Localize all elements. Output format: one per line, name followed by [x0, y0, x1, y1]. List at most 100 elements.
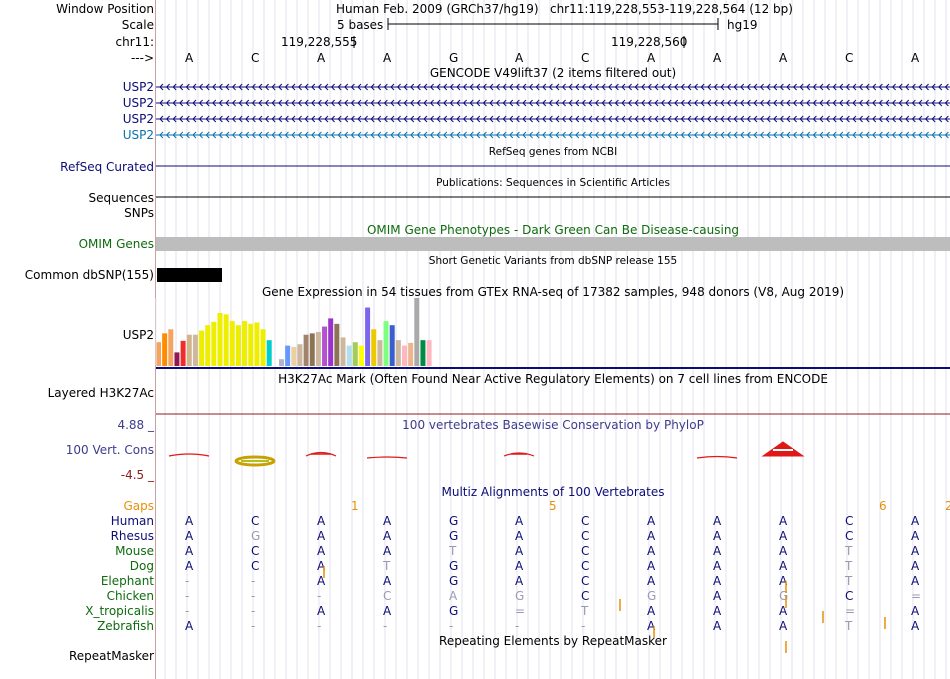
gtex-bar-3[interactable] [168, 329, 174, 366]
species-label-mouse[interactable]: Mouse [115, 544, 154, 558]
multiz-title: Multiz Alignments of 100 Vertebrates [441, 485, 665, 499]
gtex-bar-24[interactable] [297, 344, 303, 366]
gtex-bar-17[interactable] [254, 322, 260, 366]
gtex-bar-9[interactable] [205, 325, 211, 366]
refseq-curated-label[interactable]: RefSeq Curated [60, 160, 154, 174]
gtex-bar-6[interactable] [186, 334, 192, 366]
gene-label-usp2-4[interactable]: USP2 [122, 128, 154, 142]
gtex-bar-15[interactable] [242, 321, 248, 366]
species-label-zebrafish[interactable]: Zebrafish [97, 619, 154, 633]
aligned-base: A [317, 529, 326, 543]
transcript-4[interactable] [156, 131, 950, 139]
gene-label-usp2-2[interactable]: USP2 [122, 96, 154, 110]
dbsnp-variant-block[interactable] [157, 268, 222, 282]
gtex-bar-27[interactable] [315, 332, 321, 366]
gtex-bar-13[interactable] [229, 321, 235, 366]
aligned-base: A [911, 574, 920, 588]
transcript-3[interactable] [156, 115, 950, 123]
publications-line [156, 196, 950, 198]
gtex-bar-22[interactable] [285, 345, 291, 366]
gtex-bar-2[interactable] [162, 333, 168, 366]
phylop-logo [168, 441, 805, 467]
gtex-bar-40[interactable] [395, 340, 401, 366]
species-label-x_tropicalis[interactable]: X_tropicalis [85, 604, 154, 618]
gtex-bar-18[interactable] [260, 329, 266, 366]
gtex-gene-label[interactable]: USP2 [122, 328, 154, 342]
gtex-bar-45[interactable] [426, 340, 432, 366]
aligned-base: A [647, 514, 656, 528]
gtex-bar-16[interactable] [248, 323, 254, 366]
aligned-base: A [515, 559, 524, 573]
aligned-base: - [185, 574, 190, 588]
phylop-g-mark [234, 455, 276, 467]
gtex-bar-43[interactable] [414, 298, 420, 366]
assembly-name: Human Feb. 2009 (GRCh37/hg19) [336, 2, 539, 16]
gtex-bar-8[interactable] [199, 330, 205, 366]
gtex-bar-36[interactable] [371, 329, 377, 366]
gtex-bar-30[interactable] [334, 323, 340, 366]
gtex-bar-42[interactable] [408, 342, 414, 366]
phylop-max-label: 4.88 _ [117, 418, 154, 432]
species-label-rhesus[interactable]: Rhesus [110, 529, 154, 543]
gene-label-usp2-1[interactable]: USP2 [122, 80, 154, 94]
aligned-base: A [185, 619, 194, 633]
species-label-elephant[interactable]: Elephant [100, 574, 154, 588]
aligned-base: A [515, 574, 524, 588]
gtex-bar-41[interactable] [402, 345, 407, 366]
gtex-bar-35[interactable] [365, 307, 371, 366]
aligned-base: C [581, 589, 590, 603]
aligned-base: A [317, 574, 326, 588]
aligned-base: C [581, 559, 590, 573]
gtex-bar-25[interactable] [303, 334, 309, 366]
aligned-base: = [911, 589, 922, 603]
gtex-bar-11[interactable] [217, 312, 223, 366]
gtex-bar-37[interactable] [377, 340, 383, 366]
gtex-bar-33[interactable] [352, 342, 358, 366]
aligned-base: A [713, 574, 722, 588]
gtex-bar-21[interactable] [279, 359, 284, 366]
gtex-bar-44[interactable] [420, 340, 426, 366]
gtex-bar-4[interactable] [174, 352, 180, 366]
gtex-bar-1[interactable] [156, 342, 161, 366]
gene-label-usp2-3[interactable]: USP2 [122, 112, 154, 126]
gtex-bar-23[interactable] [291, 346, 297, 366]
repeatmasker-label[interactable]: RepeatMasker [68, 649, 154, 663]
gtex-bar-10[interactable] [211, 321, 217, 366]
aligned-base: - [449, 619, 454, 633]
phylop-track-label[interactable]: 100 Vert. Cons [65, 443, 154, 457]
aligned-base: G [647, 589, 657, 603]
gtex-bar-39[interactable] [389, 325, 395, 366]
gtex-bar-19[interactable] [266, 340, 272, 366]
transcript-1[interactable] [156, 83, 950, 91]
gtex-bar-31[interactable] [340, 337, 346, 366]
omim-gene-bar[interactable] [156, 237, 950, 251]
aligned-base: A [911, 619, 920, 633]
gtex-bar-26[interactable] [309, 333, 315, 366]
aligned-base: T [581, 604, 589, 618]
aligned-base: A [185, 544, 194, 558]
base-4: A [383, 51, 392, 65]
gtex-expression-chart[interactable] [0, 298, 950, 378]
gencode-title: GENCODE V49lift37 (2 items filtered out) [429, 66, 677, 80]
aligned-base: A [383, 514, 392, 528]
transcript-2[interactable] [156, 99, 950, 107]
species-label-chicken[interactable]: Chicken [106, 589, 154, 603]
gap-count-12: 2 [945, 499, 950, 513]
gtex-bar-38[interactable] [383, 321, 389, 366]
gtex-bar-32[interactable] [346, 345, 352, 366]
refseq-title: RefSeq genes from NCBI [488, 146, 618, 158]
gtex-bar-34[interactable] [358, 345, 364, 366]
aligned-base: A [383, 574, 392, 588]
phylop-min-label: -4.5 _ [120, 468, 154, 482]
gencode-transcripts[interactable] [0, 78, 950, 148]
gtex-bar-7[interactable] [192, 334, 198, 366]
gtex-bar-29[interactable] [328, 318, 334, 366]
gtex-bar-28[interactable] [322, 326, 328, 366]
species-label-human[interactable]: Human [110, 514, 154, 528]
gtex-bar-5[interactable] [180, 340, 186, 366]
gtex-bar-14[interactable] [235, 325, 241, 366]
gtex-bar-12[interactable] [223, 314, 229, 366]
phylop-mark [168, 453, 210, 457]
omim-genes-label[interactable]: OMIM Genes [78, 237, 154, 251]
species-label-dog[interactable]: Dog [129, 559, 154, 573]
